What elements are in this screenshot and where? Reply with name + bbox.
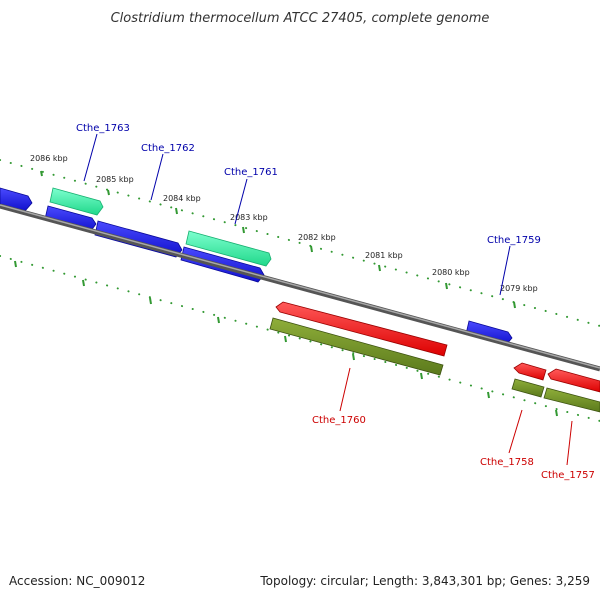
accession-text: Accession: NC_009012 [9, 574, 145, 588]
forward-leader-lines [83, 133, 511, 296]
outer-major-ticks [40, 170, 516, 309]
label-cthe-1760[interactable]: Cthe_1760 [312, 415, 366, 426]
scale-labels: 2086 kbp 2085 kbp 2084 kbp 2083 kbp 2082… [30, 154, 538, 293]
reverse-leader-lines [339, 367, 573, 466]
map-title: Clostridium thermocellum ATCC 27405, com… [111, 11, 490, 26]
scale-label-2085: 2085 kbp [96, 175, 134, 184]
cds-cthe-1758[interactable] [511, 378, 545, 398]
scale-label-2086: 2086 kbp [30, 154, 68, 163]
inner-tick-ring [0, 255, 600, 422]
cds-cthe-1757[interactable] [543, 387, 600, 413]
label-cthe-1757[interactable]: Cthe_1757 [541, 470, 595, 481]
scale-label-2081: 2081 kbp [365, 251, 403, 260]
label-cthe-1761[interactable]: Cthe_1761 [224, 167, 278, 178]
inner-major-ticks [14, 260, 558, 417]
scale-label-2084: 2084 kbp [163, 194, 201, 203]
cds-cthe-1761[interactable] [185, 230, 272, 267]
gene-cthe-1760[interactable] [275, 301, 448, 357]
scale-label-2079: 2079 kbp [500, 284, 538, 293]
cds-cthe-1760[interactable] [269, 317, 444, 376]
gene-cthe-1757[interactable] [547, 368, 600, 393]
gene-left-edge[interactable] [0, 187, 33, 212]
label-cthe-1762[interactable]: Cthe_1762 [141, 143, 195, 154]
label-cthe-1763[interactable]: Cthe_1763 [76, 123, 130, 134]
forward-cds-track [49, 187, 272, 267]
genome-backbone-highlight [0, 204, 600, 369]
label-cthe-1758[interactable]: Cthe_1758 [480, 457, 534, 468]
forward-gene-track [0, 187, 513, 346]
reverse-gene-track [275, 301, 600, 393]
genome-backbone [0, 203, 600, 372]
outer-tick-ring [0, 159, 600, 327]
scale-label-2080: 2080 kbp [432, 268, 470, 277]
scale-label-2083: 2083 kbp [230, 213, 268, 222]
cds-cthe-1763[interactable] [49, 187, 104, 216]
label-cthe-1759[interactable]: Cthe_1759 [487, 235, 541, 246]
genome-summary-text: Topology: circular; Length: 3,843,301 bp… [259, 574, 590, 588]
forward-gene-labels: Cthe_1763 Cthe_1762 Cthe_1761 Cthe_1759 [76, 123, 541, 246]
reverse-cds-track [269, 317, 600, 413]
gene-cthe-1758[interactable] [513, 362, 547, 381]
scale-label-2082: 2082 kbp [298, 233, 336, 242]
reverse-gene-labels: Cthe_1760 Cthe_1758 Cthe_1757 [312, 415, 595, 481]
